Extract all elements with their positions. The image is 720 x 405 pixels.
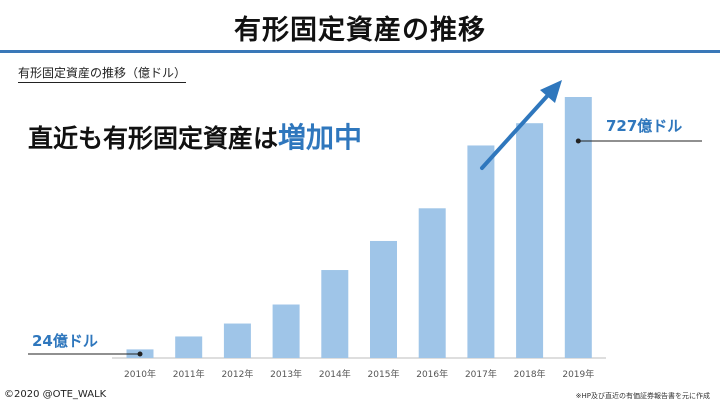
x-tick-label: 2019年	[562, 368, 594, 380]
x-tick-label: 2011年	[173, 368, 205, 380]
x-tick-label: 2013年	[270, 368, 302, 380]
trend-arrow-head	[540, 80, 562, 103]
x-tick-label: 2018年	[514, 368, 546, 380]
annotations-group: 24億ドル 727億ドル	[28, 117, 702, 357]
bar-2013年	[272, 304, 300, 358]
annotation-label: 24億ドル	[32, 332, 98, 350]
x-tick-label: 2015年	[368, 368, 400, 380]
bar-2014年	[321, 270, 349, 358]
bars-group	[126, 97, 592, 358]
bar-2016年	[418, 208, 446, 358]
x-tick-label: 2014年	[319, 368, 351, 380]
annotation-dot	[575, 138, 581, 144]
copyright: ©2020 @OTE_WALK	[4, 389, 107, 400]
x-tick-label: 2017年	[465, 368, 497, 380]
headline: 直近も有形固定資産は増加中	[28, 116, 362, 156]
bar-2015年	[370, 240, 397, 358]
bar-2017年	[467, 145, 495, 358]
chart-title: 有形固定資産の推移（億ドル）	[18, 64, 187, 83]
x-tick-labels: 2010年 2011年 2012年 2013年 2014年 2015年 2016年 2017年…	[124, 368, 594, 380]
bar-2018年	[516, 123, 544, 358]
bar-2019年	[564, 97, 592, 358]
trend-arrow	[480, 92, 551, 170]
bar-2012年	[223, 323, 251, 358]
headline-prefix: 直近も有形固定資産は	[28, 124, 279, 153]
bar-2011年	[175, 336, 203, 358]
x-tick-label: 2012年	[221, 368, 253, 380]
source-note: ※HP及び直近の有価証券報告書を元に作成	[575, 392, 710, 400]
slide-title: 有形固定資産の推移	[234, 15, 486, 46]
title-underline	[0, 50, 720, 53]
annotation-label: 727億ドル	[606, 117, 682, 135]
x-tick-label: 2010年	[124, 368, 156, 380]
annotation-dot	[137, 351, 143, 357]
headline-accent: 増加中	[278, 121, 363, 154]
x-tick-label: 2016年	[416, 368, 448, 380]
